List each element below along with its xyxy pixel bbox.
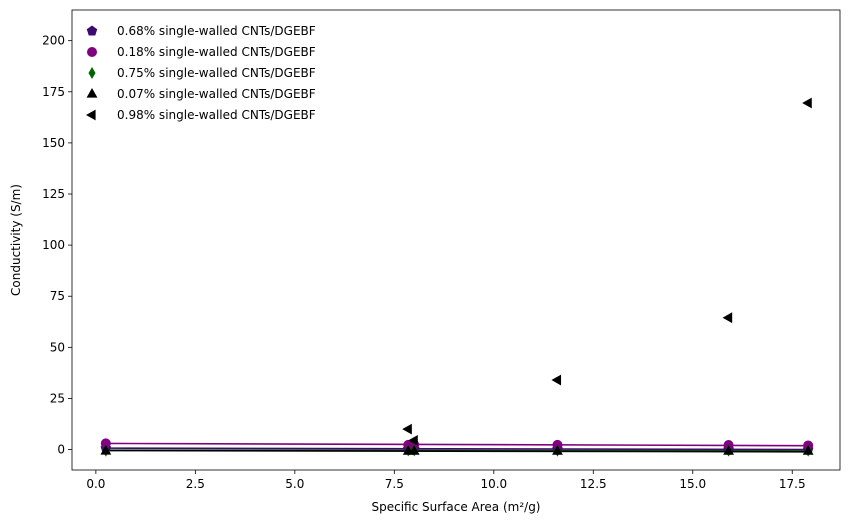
data-point-series-4 [722, 312, 733, 324]
x-tick-label: 5.0 [285, 477, 304, 491]
legend-label-3: 0.07% single-walled CNTs/DGEBF [117, 87, 316, 101]
y-tick-label: 100 [42, 238, 65, 252]
x-tick-label: 12.5 [580, 477, 607, 491]
data-point-series-3 [408, 445, 420, 455]
fit-line-series-3 [105, 449, 809, 453]
data-point-series-3 [552, 445, 563, 455]
data-point-series-1 [100, 438, 111, 449]
y-tick-label: 150 [42, 136, 65, 150]
legend-label-0: 0.68% single-walled CNTs/DGEBF [117, 24, 316, 38]
x-axis-title: Specific Surface Area (m²/g) [371, 500, 540, 514]
legend-marker-3 [86, 88, 98, 98]
legend-label-4: 0.98% single-walled CNTs/DGEBF [117, 108, 316, 122]
legend-marker-4 [86, 109, 96, 121]
data-point-series-3 [802, 445, 814, 455]
fit-line-series-0 [105, 447, 809, 451]
legend-marker-2 [88, 67, 96, 79]
legend-label-2: 0.75% single-walled CNTs/DGEBF [117, 66, 316, 80]
y-tick-label: 50 [50, 340, 65, 354]
y-tick-label: 25 [50, 391, 65, 405]
data-point-series-4 [551, 374, 562, 386]
y-axis: 0 25 50 75 100 125 150 175 200 [42, 34, 72, 457]
y-tick-label: 200 [42, 34, 65, 48]
x-tick-label: 10.0 [480, 477, 507, 491]
x-axis: 0.0 2.5 5.0 7.5 10.0 12.5 15.0 17.5 [86, 470, 806, 491]
x-tick-label: 15.0 [679, 477, 706, 491]
legend-label-1: 0.18% single-walled CNTs/DGEBF [117, 45, 316, 59]
axes-frame [71, 9, 841, 471]
x-tick-label: 2.5 [186, 477, 205, 491]
data-point-series-4 [802, 97, 812, 109]
data-point-series-4 [402, 423, 412, 435]
data-point-series-3 [723, 445, 734, 455]
y-tick-label: 125 [42, 187, 65, 201]
y-tick-label: 75 [50, 289, 65, 303]
x-tick-label: 17.5 [779, 477, 806, 491]
y-axis-title: Conductivity (S/m) [9, 184, 23, 296]
legend-marker-0 [86, 25, 98, 36]
x-tick-label: 7.5 [385, 477, 404, 491]
y-tick-label: 175 [42, 85, 65, 99]
data-point-series-4 [408, 434, 418, 446]
x-tick-label: 0.0 [86, 477, 105, 491]
y-tick-label: 0 [57, 443, 65, 457]
fit-line-series-1 [105, 442, 809, 447]
plot-area [100, 97, 814, 457]
legend: 0.68% single-walled CNTs/DGEBF 0.18% sing… [86, 24, 316, 122]
legend-marker-1 [87, 47, 97, 57]
data-point-series-3 [100, 444, 112, 455]
